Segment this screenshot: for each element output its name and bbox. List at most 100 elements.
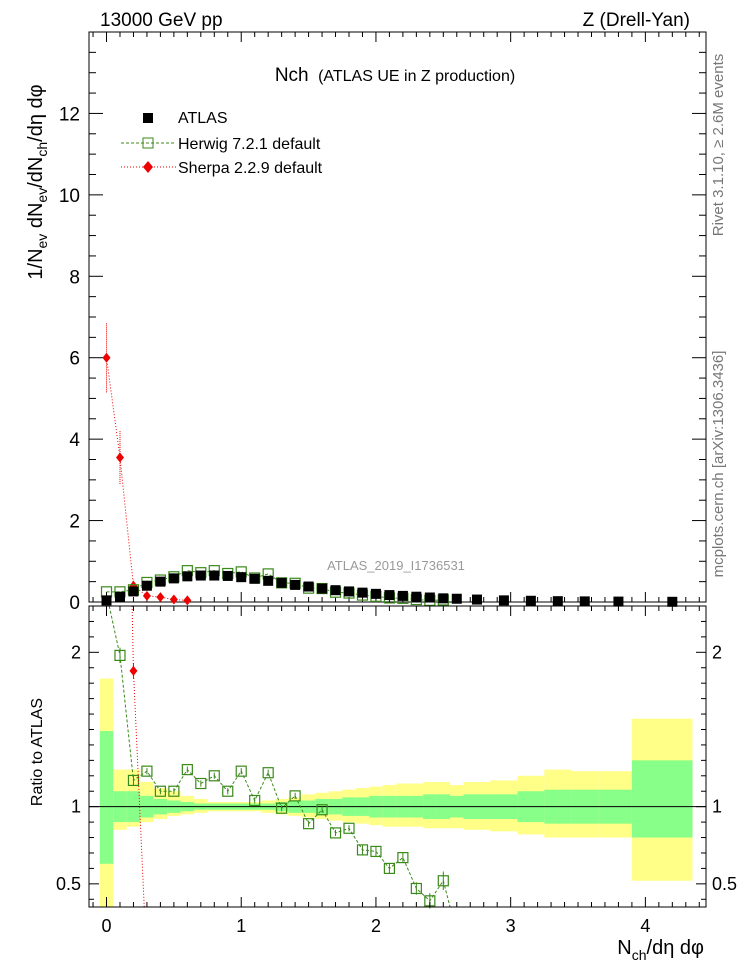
sherpa-point [102, 352, 111, 363]
atlas-point [168, 573, 179, 584]
main-title: Nch (ATLAS UE in Z production) [275, 65, 515, 86]
herwig-ratio-point [195, 777, 207, 790]
main-ylabel: 1/Nev dNev/dNch/dη dφ [25, 84, 50, 279]
legend-atlas-label: ATLAS [178, 110, 228, 127]
rivet-label: Rivet 3.1.10, ≥ 2.6M events [710, 54, 727, 237]
atlas-point [195, 570, 206, 581]
sherpa-ratio-line [131, 605, 145, 908]
xtick-label: 2 [371, 916, 381, 936]
xtick-label: 3 [506, 916, 516, 936]
atlas-point [451, 593, 462, 604]
sherpa-point [142, 590, 151, 601]
atlas-point [397, 590, 408, 601]
atlas-point [317, 583, 328, 594]
herwig-ratio-point [181, 764, 193, 776]
main-ytick-label: 12 [59, 104, 80, 125]
header-right: Z (Drell-Yan) [583, 10, 690, 31]
herwig-ratio-point [437, 875, 449, 887]
atlas-point [579, 596, 590, 607]
herwig-ratio-point [208, 770, 220, 782]
atlas-point [222, 570, 233, 581]
xtick-label: 1 [236, 916, 246, 936]
main-ytick-label: 8 [69, 267, 80, 288]
band-inner-bin [631, 760, 693, 838]
atlas-point [249, 573, 260, 584]
herwig-ratio-point [222, 785, 234, 797]
herwig-ratio-point [370, 845, 382, 858]
herwig-ratio-point [343, 822, 355, 834]
legend-herwig-marker [142, 137, 154, 149]
atlas-point [155, 576, 166, 587]
atlas-point [114, 591, 125, 602]
atlas-point [471, 594, 482, 605]
atlas-point [101, 595, 112, 606]
atlas-point [411, 591, 422, 602]
atlas-point [667, 596, 678, 607]
header-left: 13000 GeV pp [100, 10, 223, 31]
sherpa-point [169, 594, 178, 605]
atlas-point [209, 570, 220, 581]
sherpa-point [115, 452, 124, 463]
atlas-point [263, 575, 274, 586]
main-ytick-label: 10 [59, 186, 80, 207]
analysis-label: ATLAS_2019_I1736531 [327, 558, 465, 573]
atlas-point [236, 572, 247, 583]
herwig-ratio-point [356, 844, 369, 856]
herwig-ratio-point [302, 818, 315, 830]
legend-sherpa-label: Sherpa 2.2.9 default [178, 160, 323, 177]
herwig-ratio-point [397, 852, 409, 864]
main-ytick-label: 4 [69, 430, 80, 451]
atlas-point [498, 595, 509, 606]
herwig-ratio-point [114, 649, 126, 661]
main-panel: 0 2 4 6 8 10 12 [59, 31, 707, 614]
herwig-ratio-point [141, 765, 153, 777]
atlas-point [424, 592, 435, 603]
ratio-ytick-label: 2 [71, 642, 81, 662]
atlas-point [525, 595, 536, 606]
atlas-point [438, 593, 449, 604]
atlas-point [357, 587, 368, 598]
herwig-ratio-point [410, 882, 422, 895]
ratio-ytick-label-right: 0.5 [712, 874, 737, 894]
herwig-ratio-point [289, 790, 301, 802]
ratio-ytick-label-right: 2 [712, 642, 722, 662]
sherpa-ratio-point [129, 665, 138, 676]
atlas-point [330, 585, 341, 596]
main-ytick-label: 0 [69, 593, 80, 614]
main-ytick-label: 2 [69, 512, 80, 533]
sherpa-line [106, 357, 188, 601]
herwig-ratio-point [168, 785, 180, 797]
ratio-ytick-label-right: 1 [712, 797, 722, 817]
herwig-ratio-point [383, 862, 396, 875]
legend-herwig-label: Herwig 7.2.1 default [178, 136, 321, 153]
herwig-ratio-point [235, 765, 247, 777]
atlas-point [552, 596, 563, 607]
atlas-point [128, 586, 139, 597]
mcplots-label: mcplots.cern.ch [arXiv:1306.3436] [710, 351, 727, 578]
herwig-ratio-point [154, 785, 166, 797]
atlas-point [276, 577, 287, 588]
atlas-point [613, 596, 624, 607]
sherpa-point [183, 595, 192, 606]
herwig-ratio-point [316, 804, 328, 816]
herwig-ratio-point [329, 827, 342, 839]
herwig-ratio-point [276, 802, 288, 814]
ratio-ytick-label: 0.5 [56, 874, 81, 894]
xlabel: Nch/dη dφ [617, 937, 704, 963]
band-inner-bin [99, 731, 114, 864]
atlas-point [370, 588, 381, 599]
legend-sherpa-marker [143, 161, 153, 173]
ratio-panel: 0.5 0.5 1 1 2 2 0 1 2 3 4 [56, 605, 737, 936]
subtitle-text: (ATLAS UE in Z production) [318, 68, 515, 85]
title-text: Nch [275, 65, 309, 86]
atlas-point [344, 586, 355, 597]
legend: ATLAS Herwig 7.2.1 default Sherpa 2.2.9 … [121, 110, 323, 177]
ratio-frame [88, 605, 707, 908]
sherpa-point [156, 592, 165, 603]
atlas-point [182, 571, 193, 582]
xtick-label: 4 [640, 916, 650, 936]
ratio-ylabel: Ratio to ATLAS [29, 698, 46, 806]
atlas-point [303, 581, 314, 592]
atlas-point [290, 579, 301, 590]
herwig-ratio-point [262, 767, 274, 779]
